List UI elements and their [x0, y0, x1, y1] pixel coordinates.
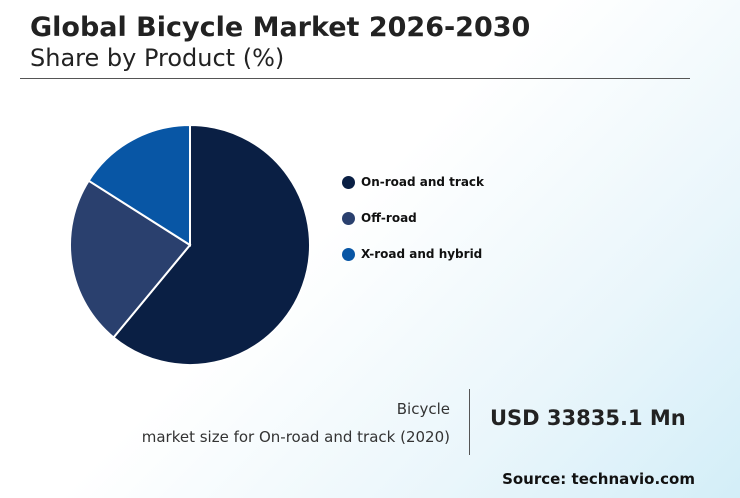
legend-item: On-road and track — [342, 174, 484, 210]
legend-item: Off-road — [342, 210, 484, 246]
legend-swatch — [342, 212, 355, 225]
legend-label: Off-road — [361, 211, 417, 225]
legend-label: X-road and hybrid — [361, 247, 483, 261]
stat-value: USD 33835.1 Mn — [490, 406, 686, 430]
legend-label: On-road and track — [361, 175, 485, 189]
pie-slice-on-road-and-track — [112, 123, 311, 366]
stat-label-line1: Bicycle — [396, 400, 450, 418]
pie-slice-off-road — [69, 179, 192, 339]
legend-swatch — [342, 176, 355, 189]
legend-item: X-road and hybrid — [342, 246, 484, 282]
pie-slice-x-road-and-hybrid — [87, 123, 191, 247]
chart-legend: On-road and track Off-road X-road and hybr… — [342, 174, 484, 282]
stat-label-line2: market size for On-road and track (2020) — [141, 428, 450, 446]
pie-chart — [69, 123, 311, 366]
legend-swatch — [342, 248, 355, 261]
chart-title: Global Bicycle Market 2026-2030 — [30, 12, 531, 43]
stat-divider — [469, 389, 470, 455]
source-credit: Source: technavio.com — [502, 470, 695, 488]
chart-subtitle: Share by Product (%) — [30, 44, 285, 72]
title-divider — [20, 78, 690, 79]
